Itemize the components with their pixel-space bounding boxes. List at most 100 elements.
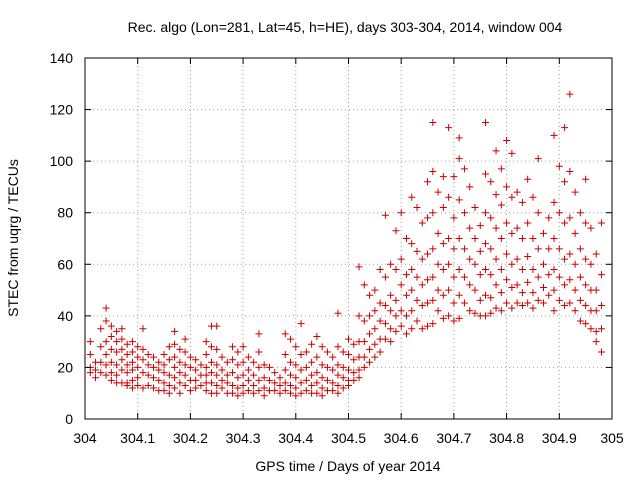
data-point bbox=[387, 260, 395, 268]
data-point bbox=[418, 281, 426, 289]
data-point bbox=[192, 384, 200, 392]
data-point bbox=[424, 322, 432, 330]
data-point bbox=[155, 366, 163, 374]
x-axis-label: GPS time / Days of year 2014 bbox=[255, 458, 440, 474]
y-tick-label: 120 bbox=[50, 102, 74, 118]
data-point bbox=[561, 178, 569, 186]
data-point bbox=[566, 214, 574, 222]
data-point bbox=[118, 335, 126, 343]
data-point bbox=[503, 183, 511, 191]
x-tick-label: 305 bbox=[600, 430, 624, 446]
data-point bbox=[139, 325, 147, 333]
y-tick-labels: 0 20 40 60 80 100 120 140 bbox=[50, 50, 74, 427]
data-point bbox=[202, 371, 210, 379]
data-point bbox=[281, 387, 289, 395]
data-point bbox=[113, 371, 121, 379]
data-point bbox=[244, 387, 252, 395]
data-point bbox=[450, 173, 458, 181]
data-point bbox=[234, 374, 242, 382]
data-point bbox=[102, 304, 110, 312]
data-point bbox=[323, 376, 331, 384]
data-point bbox=[439, 240, 447, 248]
data-point bbox=[308, 340, 316, 348]
data-point bbox=[429, 245, 437, 253]
data-point bbox=[213, 322, 221, 330]
data-point bbox=[134, 353, 142, 361]
data-point bbox=[107, 345, 115, 353]
data-point bbox=[466, 281, 474, 289]
data-point bbox=[192, 356, 200, 364]
data-point bbox=[492, 147, 500, 155]
data-point bbox=[592, 286, 600, 294]
data-point bbox=[597, 302, 605, 310]
data-point bbox=[371, 286, 379, 294]
data-point bbox=[355, 312, 363, 320]
data-point bbox=[482, 209, 490, 217]
data-point bbox=[318, 392, 326, 400]
data-point bbox=[402, 271, 410, 279]
data-point bbox=[455, 196, 463, 204]
data-point bbox=[497, 265, 505, 273]
data-point bbox=[402, 235, 410, 242]
data-point bbox=[128, 348, 136, 356]
data-point bbox=[202, 387, 210, 395]
data-point bbox=[113, 327, 121, 335]
data-point bbox=[582, 302, 590, 310]
x-tick-label: 304.4 bbox=[278, 430, 313, 446]
data-point bbox=[424, 214, 432, 222]
data-point bbox=[561, 302, 569, 310]
data-point bbox=[176, 389, 184, 397]
data-point bbox=[229, 356, 237, 364]
data-point bbox=[213, 381, 221, 389]
data-point bbox=[408, 265, 416, 273]
data-point bbox=[408, 193, 416, 201]
data-point bbox=[255, 330, 263, 338]
data-point bbox=[466, 224, 474, 232]
data-point bbox=[503, 299, 511, 307]
data-point bbox=[471, 204, 479, 212]
data-point bbox=[313, 389, 321, 397]
y-tick-label: 100 bbox=[50, 153, 74, 169]
data-point bbox=[576, 273, 584, 281]
data-point bbox=[571, 260, 579, 268]
data-point bbox=[429, 320, 437, 328]
data-point bbox=[123, 369, 131, 377]
data-point bbox=[134, 363, 142, 371]
data-point bbox=[297, 366, 305, 374]
data-point bbox=[555, 209, 563, 217]
data-point bbox=[582, 255, 590, 263]
data-point bbox=[524, 219, 532, 227]
data-point bbox=[118, 356, 126, 364]
data-point bbox=[497, 289, 505, 297]
data-point bbox=[292, 384, 300, 392]
data-point bbox=[529, 304, 537, 312]
data-point bbox=[292, 374, 300, 382]
data-point bbox=[255, 363, 263, 371]
data-point bbox=[250, 381, 258, 389]
data-point bbox=[281, 379, 289, 387]
data-point bbox=[450, 317, 458, 325]
data-point bbox=[413, 317, 421, 325]
x-tick-labels: 304 304.1 304.2 304.3 304.4 304.5 304.6 304.7 30… bbox=[73, 430, 624, 446]
data-point bbox=[376, 348, 384, 356]
data-point bbox=[476, 222, 484, 230]
data-point bbox=[123, 351, 131, 359]
data-point bbox=[171, 353, 179, 361]
data-point bbox=[476, 271, 484, 279]
data-point bbox=[376, 317, 384, 325]
data-point bbox=[471, 260, 479, 268]
data-point bbox=[561, 124, 569, 132]
data-point bbox=[318, 374, 326, 382]
data-point bbox=[508, 283, 516, 291]
data-point bbox=[234, 392, 242, 400]
data-point bbox=[566, 276, 574, 284]
data-point bbox=[171, 340, 179, 348]
data-point bbox=[418, 219, 426, 227]
data-point bbox=[144, 351, 152, 359]
data-point bbox=[571, 286, 579, 294]
data-point bbox=[323, 363, 331, 371]
data-point bbox=[318, 384, 326, 392]
data-point bbox=[350, 376, 358, 384]
data-point bbox=[107, 369, 115, 377]
data-point bbox=[482, 118, 490, 126]
